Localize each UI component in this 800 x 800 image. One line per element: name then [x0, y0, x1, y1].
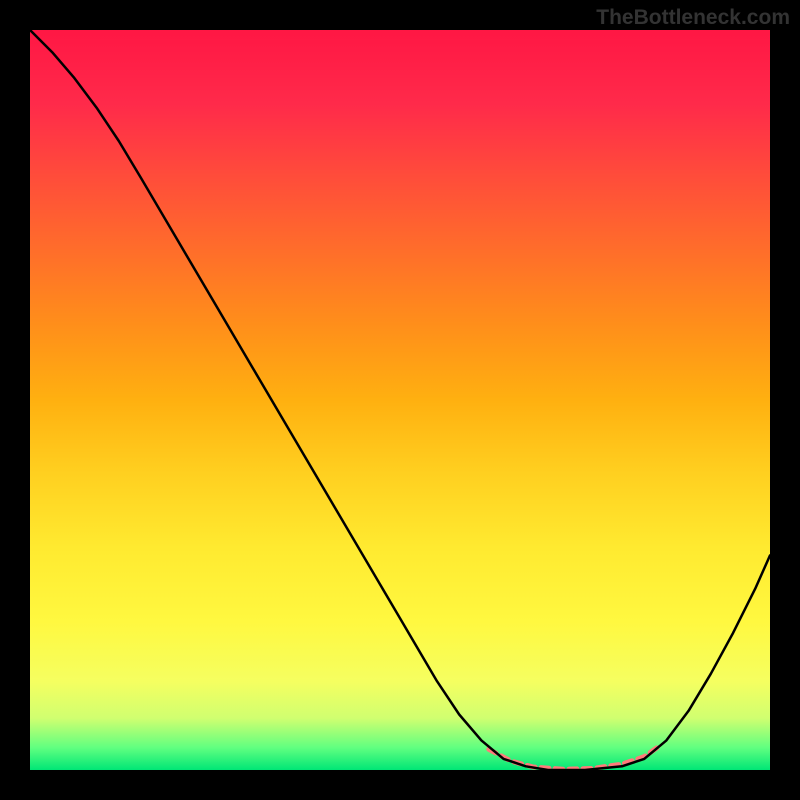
curve-layer [30, 30, 770, 770]
chart-container: TheBottleneck.com [0, 0, 800, 800]
plot-area [30, 30, 770, 770]
bottom-marker [489, 746, 659, 769]
watermark-text: TheBottleneck.com [596, 6, 790, 30]
bottleneck-curve [30, 30, 770, 770]
